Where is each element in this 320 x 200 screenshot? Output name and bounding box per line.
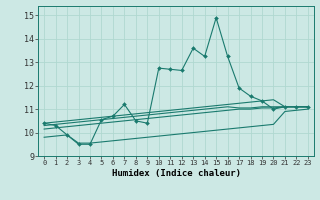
X-axis label: Humidex (Indice chaleur): Humidex (Indice chaleur) [111,169,241,178]
